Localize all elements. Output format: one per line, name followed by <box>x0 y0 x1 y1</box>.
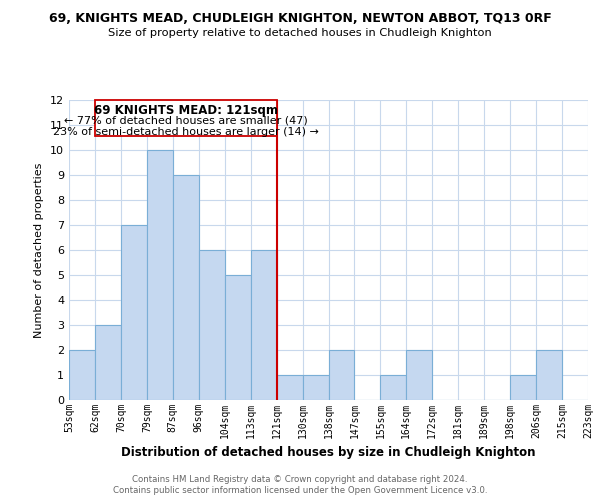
Bar <box>95 325 121 400</box>
X-axis label: Distribution of detached houses by size in Chudleigh Knighton: Distribution of detached houses by size … <box>121 446 536 460</box>
Bar <box>380 375 406 400</box>
Bar <box>406 350 432 400</box>
Bar <box>225 275 251 400</box>
Y-axis label: Number of detached properties: Number of detached properties <box>34 162 44 338</box>
FancyBboxPatch shape <box>95 100 277 136</box>
Bar <box>277 375 302 400</box>
Bar <box>251 250 277 400</box>
Bar <box>173 175 199 400</box>
Text: 69 KNIGHTS MEAD: 121sqm: 69 KNIGHTS MEAD: 121sqm <box>94 104 278 117</box>
Text: 69, KNIGHTS MEAD, CHUDLEIGH KNIGHTON, NEWTON ABBOT, TQ13 0RF: 69, KNIGHTS MEAD, CHUDLEIGH KNIGHTON, NE… <box>49 12 551 26</box>
Bar <box>147 150 173 400</box>
Bar <box>510 375 536 400</box>
Text: Contains public sector information licensed under the Open Government Licence v3: Contains public sector information licen… <box>113 486 487 495</box>
Text: ← 77% of detached houses are smaller (47): ← 77% of detached houses are smaller (47… <box>64 116 308 126</box>
Bar <box>69 350 95 400</box>
Text: Size of property relative to detached houses in Chudleigh Knighton: Size of property relative to detached ho… <box>108 28 492 38</box>
Bar <box>536 350 562 400</box>
Bar <box>121 225 147 400</box>
Text: Contains HM Land Registry data © Crown copyright and database right 2024.: Contains HM Land Registry data © Crown c… <box>132 475 468 484</box>
Bar <box>329 350 355 400</box>
Text: 23% of semi-detached houses are larger (14) →: 23% of semi-detached houses are larger (… <box>53 127 319 137</box>
Bar <box>302 375 329 400</box>
Bar <box>199 250 224 400</box>
